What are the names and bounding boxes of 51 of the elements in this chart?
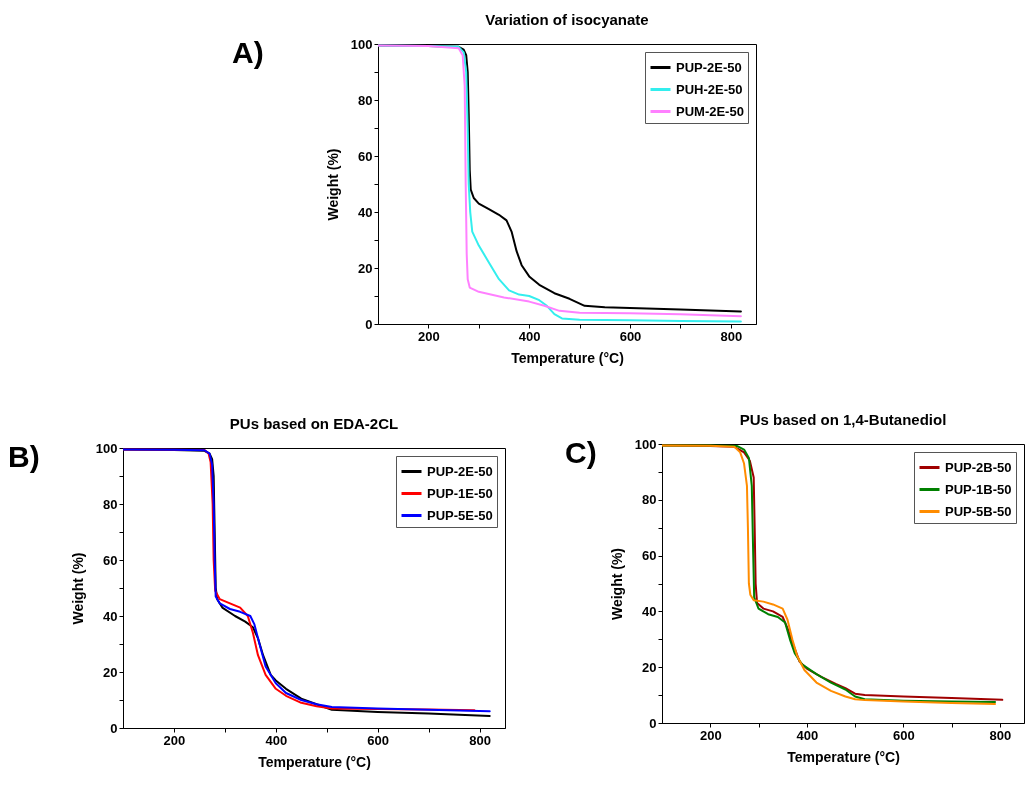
x-tick-label: 200 <box>418 328 440 344</box>
y-tick-label: 80 <box>358 92 373 108</box>
legend-label: PUP-5B-50 <box>945 503 1012 519</box>
x-tick-label: 400 <box>796 727 819 743</box>
y-tick-label: 40 <box>103 608 118 624</box>
x-axis-title: Temperature (°C) <box>787 748 900 765</box>
y-tick-label: 80 <box>103 496 118 512</box>
x-tick-label: 200 <box>699 727 722 743</box>
legend-label: PUP-2E-50 <box>427 463 493 479</box>
y-tick-label: 0 <box>365 316 373 332</box>
x-axis-title: Temperature (°C) <box>258 753 371 770</box>
x-tick-label: 800 <box>469 732 491 748</box>
chart-title: PUs based on EDA-2CL <box>229 415 399 432</box>
y-tick-label: 100 <box>634 436 657 452</box>
chart-title: PUs based on 1,4-Butanediol <box>739 411 947 428</box>
x-tick-label: 600 <box>619 328 642 344</box>
legend-label: PUH-2E-50 <box>676 81 743 97</box>
y-tick-label: 40 <box>642 603 657 619</box>
y-tick-label: 20 <box>358 260 373 276</box>
x-axis-title: Temperature (°C) <box>511 349 624 366</box>
y-tick-label: 100 <box>95 440 118 456</box>
y-tick-label: 80 <box>642 492 657 508</box>
y-tick-label: 20 <box>103 664 118 680</box>
legend-label: PUP-2E-50 <box>676 59 742 75</box>
y-tick-label: 60 <box>103 552 118 568</box>
text: A) <box>232 36 264 70</box>
y-tick-label: 20 <box>642 659 657 675</box>
y-tick-label: 100 <box>350 36 373 52</box>
y-tick-label: 40 <box>358 204 373 220</box>
y-axis-title: Weight (%) <box>324 148 341 221</box>
y-axis-title: Weight (%) <box>69 552 86 625</box>
legend-label: PUP-1B-50 <box>945 481 1012 497</box>
x-tick-label: 400 <box>518 328 541 344</box>
y-axis-title: Weight (%) <box>608 547 625 621</box>
x-tick-label: 600 <box>892 727 915 743</box>
chart-title: Variation of isocyanate <box>485 11 649 28</box>
x-tick-label: 600 <box>367 732 390 748</box>
text: B) <box>8 440 40 474</box>
y-tick-label: 0 <box>649 715 657 731</box>
x-tick-label: 400 <box>265 732 288 748</box>
legend-label: PUP-5E-50 <box>427 507 493 523</box>
y-tick-label: 60 <box>642 548 657 564</box>
x-tick-label: 800 <box>989 727 1012 743</box>
text: C) <box>565 436 597 470</box>
y-tick-label: 0 <box>110 720 118 736</box>
y-tick-label: 60 <box>358 148 373 164</box>
legend-label: PUP-2B-50 <box>945 459 1012 475</box>
x-tick-label: 800 <box>720 328 743 344</box>
x-tick-label: 200 <box>163 732 186 748</box>
legend-label: PUM-2E-50 <box>676 103 744 119</box>
legend-label: PUP-1E-50 <box>427 485 493 501</box>
